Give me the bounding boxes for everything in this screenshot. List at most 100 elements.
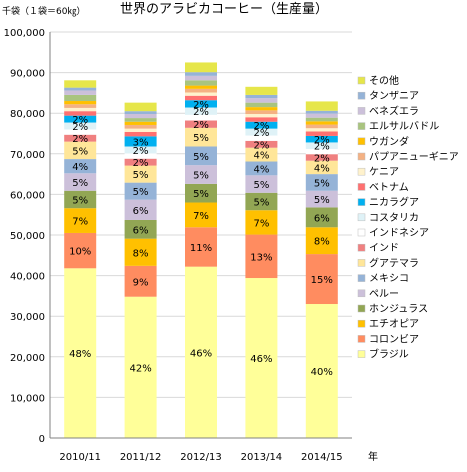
data-label: 3% [133,137,149,148]
data-label: 6% [133,206,149,217]
bar-segment [185,146,217,166]
bar-segment [124,121,157,125]
data-label: 5% [253,198,269,209]
data-label: 7% [193,211,209,222]
bar-segment [124,131,157,137]
x-tick-label: 2010/11 [59,452,101,463]
data-labels: 48%10%7%5%5%4%5%2%2%2%42%9%8%6%6%5%5%2%2… [69,100,333,378]
data-label: 5% [193,171,209,182]
data-label: 5% [72,146,88,157]
bar-segment [124,165,157,183]
data-label: 5% [133,170,149,181]
bar-segment [64,115,97,123]
bar-segment [245,107,278,111]
bar-segment [185,75,217,81]
bar-segment [124,146,157,154]
bar-segment [124,265,157,297]
data-label: 15% [311,275,333,286]
data-label: 2% [133,158,149,169]
bar-segment [64,101,97,105]
bar-segment [185,127,217,147]
data-label: 46% [250,354,272,365]
data-label: 2% [133,146,149,157]
legend-label: メキシコ [369,274,409,285]
bar-segment [185,85,217,89]
legend-label: グアテマラ [369,256,419,269]
data-label: 5% [133,187,149,198]
bar-segment [124,111,157,115]
y-tick-label: 60,000 [10,190,45,201]
data-label: 6% [314,213,330,224]
legend-label: インド [369,243,399,254]
bar-segment [64,134,97,142]
legend-swatch [357,335,366,343]
legend-label: ケニア [369,166,399,178]
legend-label: ニカラグア [369,196,419,209]
bar-segment [64,159,97,174]
data-label: 2% [193,120,209,131]
bar-segment [124,199,157,220]
data-label: 5% [314,178,330,189]
bar-segment [305,121,338,125]
data-label: 6% [133,225,149,236]
data-label: 4% [72,162,88,173]
legend-swatch [357,304,366,313]
data-label: 2% [72,134,88,145]
legend-label: コロンビア [369,333,419,345]
bar-segment [185,92,217,96]
bar-segment [245,128,278,136]
data-label: 7% [253,218,269,229]
bar-segment [124,124,157,129]
data-label: 48% [69,349,91,360]
data-label: 2% [253,140,269,151]
legend-label: タンザニア [369,90,419,102]
data-label: 2% [314,142,330,153]
data-label: 4% [253,164,269,175]
bar-segment [185,100,217,108]
legend-swatch [357,289,366,298]
legend-label: パプアニューギニア [369,151,459,163]
legend-swatch [357,243,366,252]
bar-segment [185,80,217,86]
data-label: 2% [253,128,269,139]
y-tick-label: 70,000 [10,150,45,161]
legend-swatch [357,183,366,191]
legend-label: エルサルバドル [369,121,439,133]
bar-segment [305,113,338,118]
bar-segment [245,121,278,129]
bar-segment [124,158,157,166]
bar-segment [124,238,157,266]
y-tick-label: 20,000 [10,353,45,364]
data-label: 8% [133,248,149,259]
legend-label: ホンジュラス [369,303,428,315]
x-tick-label: 2013/14 [241,452,283,463]
bar-segment [305,304,338,438]
data-label: 2% [193,107,209,118]
bar-segment [185,165,217,184]
y-tick-label: 80,000 [10,109,45,120]
data-label: 5% [253,180,269,191]
bars [64,62,338,438]
bar-segment [124,102,157,112]
y-tick-label: 90,000 [10,69,45,80]
bar-segment [64,90,97,95]
bar-segment [305,148,338,155]
data-label: 10% [69,247,91,258]
legend-label: エチオピア [369,318,419,330]
bar-segment [245,234,278,279]
data-label: 4% [314,163,330,174]
data-label: 4% [253,151,269,162]
bar-segment [124,128,157,132]
data-label: 2% [72,115,88,126]
bar-segment [305,135,338,143]
bar-segment [305,142,338,149]
bar-segment [305,131,338,136]
y-tick-label: 30,000 [10,312,45,323]
y-tick-label: 40,000 [10,272,45,283]
bar-segment [185,120,217,128]
bar-segment [245,94,278,99]
data-label: 5% [314,195,330,206]
bar-segment [245,86,278,95]
y-tick-label: 10,000 [10,393,45,404]
bar-segment [245,192,278,211]
